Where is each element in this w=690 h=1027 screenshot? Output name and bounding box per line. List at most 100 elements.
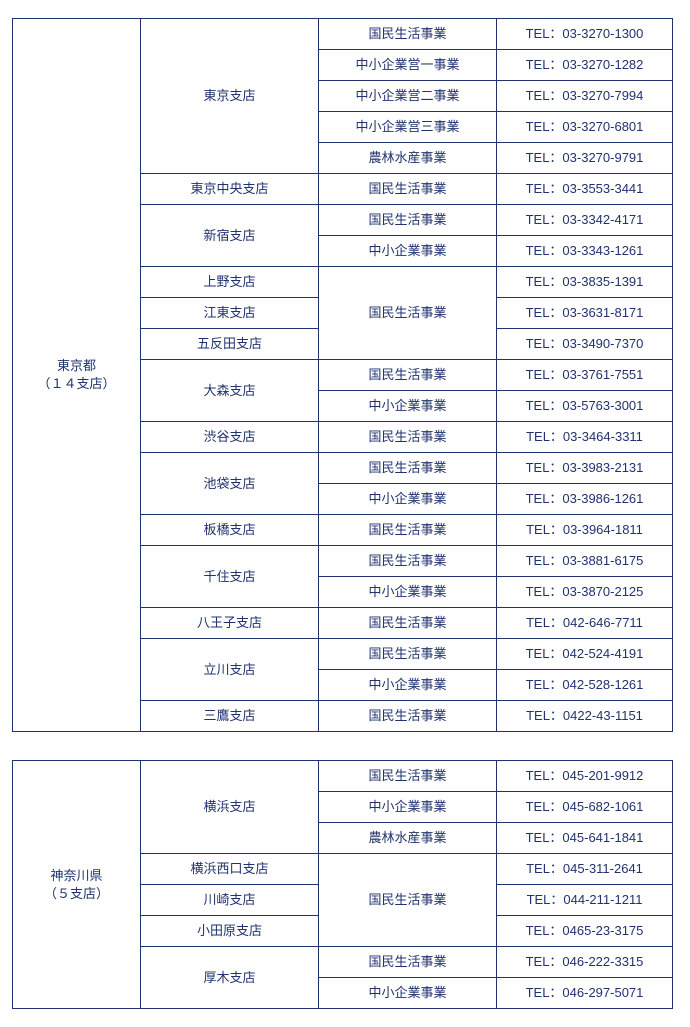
business-cell: 国民生活事業 bbox=[319, 19, 497, 50]
branch-name: 横浜支店 bbox=[203, 799, 255, 814]
business-cell: 国民生活事業 bbox=[319, 453, 497, 484]
tel-cell: TEL：03-3631-8171 bbox=[497, 298, 673, 329]
tel-number: TEL：0422-43-1151 bbox=[526, 708, 643, 723]
tel-number: TEL：03-3881-6175 bbox=[526, 553, 644, 568]
tel-number: TEL：042-646-7711 bbox=[526, 615, 643, 630]
branch-cell: 池袋支店 bbox=[141, 453, 319, 515]
business-cell: 農林水産事業 bbox=[319, 143, 497, 174]
branch-name: 池袋支店 bbox=[203, 476, 255, 491]
business-type: 中小企業営一事業 bbox=[355, 57, 459, 72]
business-cell: 国民生活事業 bbox=[319, 608, 497, 639]
branch-name: 五反田支店 bbox=[197, 336, 262, 351]
branch-cell: 横浜支店 bbox=[141, 761, 319, 854]
business-cell: 国民生活事業 bbox=[319, 701, 497, 732]
tel-cell: TEL：03-3270-1300 bbox=[497, 19, 673, 50]
business-type: 国民生活事業 bbox=[368, 615, 446, 630]
branch-cell: 小田原支店 bbox=[141, 916, 319, 947]
business-type: 国民生活事業 bbox=[368, 212, 446, 227]
tel-cell: TEL：03-3835-1391 bbox=[497, 267, 673, 298]
business-type: 国民生活事業 bbox=[368, 768, 446, 783]
tel-cell: TEL：045-682-1061 bbox=[497, 792, 673, 823]
tel-number: TEL：03-3343-1261 bbox=[526, 243, 644, 258]
business-cell: 中小企業営二事業 bbox=[319, 81, 497, 112]
branch-cell: 渋谷支店 bbox=[141, 422, 319, 453]
business-cell: 中小企業事業 bbox=[319, 236, 497, 267]
tel-cell: TEL：03-5763-3001 bbox=[497, 391, 673, 422]
business-type: 国民生活事業 bbox=[368, 429, 446, 444]
tel-number: TEL：03-3270-9791 bbox=[526, 150, 644, 165]
tel-cell: TEL：045-641-1841 bbox=[497, 823, 673, 854]
region-line: 東京都 bbox=[57, 358, 96, 373]
tel-number: TEL：03-3835-1391 bbox=[526, 274, 644, 289]
branch-name: 立川支店 bbox=[203, 662, 255, 677]
business-type: 中小企業事業 bbox=[368, 584, 446, 599]
business-cell: 国民生活事業 bbox=[319, 205, 497, 236]
business-type: 国民生活事業 bbox=[368, 460, 446, 475]
tel-number: TEL：03-3270-1300 bbox=[526, 26, 644, 41]
business-type: 農林水産事業 bbox=[368, 830, 446, 845]
business-cell: 中小企業事業 bbox=[319, 978, 497, 1009]
tel-number: TEL：045-201-9912 bbox=[526, 768, 644, 783]
tel-cell: TEL：03-3983-2131 bbox=[497, 453, 673, 484]
tel-cell: TEL：03-3964-1811 bbox=[497, 515, 673, 546]
business-type: 中小企業事業 bbox=[368, 799, 446, 814]
branch-cell: 上野支店 bbox=[141, 267, 319, 298]
business-type: 国民生活事業 bbox=[368, 26, 446, 41]
branch-name: 三鷹支店 bbox=[203, 708, 255, 723]
tel-number: TEL：03-3761-7551 bbox=[526, 367, 644, 382]
business-type: 国民生活事業 bbox=[368, 708, 446, 723]
tel-cell: TEL：03-3761-7551 bbox=[497, 360, 673, 391]
tel-number: TEL：044-211-1211 bbox=[527, 892, 643, 907]
tel-cell: TEL：044-211-1211 bbox=[497, 885, 673, 916]
tel-cell: TEL：03-3270-1282 bbox=[497, 50, 673, 81]
tel-cell: TEL：03-3270-9791 bbox=[497, 143, 673, 174]
branch-name: 東京支店 bbox=[203, 88, 255, 103]
tel-number: TEL：045-311-2641 bbox=[526, 861, 643, 876]
business-cell: 中小企業事業 bbox=[319, 792, 497, 823]
business-cell: 中小企業営一事業 bbox=[319, 50, 497, 81]
tel-number: TEL：03-3270-7994 bbox=[526, 88, 644, 103]
tel-number: TEL：045-641-1841 bbox=[526, 830, 644, 845]
branch-cell: 板橋支店 bbox=[141, 515, 319, 546]
business-cell: 国民生活事業 bbox=[319, 639, 497, 670]
business-type: 国民生活事業 bbox=[368, 181, 446, 196]
tel-cell: TEL：03-3342-4171 bbox=[497, 205, 673, 236]
branch-name: 千住支店 bbox=[203, 569, 255, 584]
business-cell: 国民生活事業 bbox=[319, 947, 497, 978]
table-row: 神奈川県（５支店）横浜支店国民生活事業TEL：045-201-9912 bbox=[13, 761, 673, 792]
business-cell: 国民生活事業 bbox=[319, 546, 497, 577]
business-type: 農林水産事業 bbox=[368, 150, 446, 165]
branch-name: 江東支店 bbox=[203, 305, 255, 320]
tel-number: TEL：03-3983-2131 bbox=[526, 460, 644, 475]
tel-number: TEL：03-3270-6801 bbox=[526, 119, 644, 134]
business-cell: 中小企業営三事業 bbox=[319, 112, 497, 143]
table-row: 東京都（１４支店）東京支店国民生活事業TEL：03-3270-1300 bbox=[13, 19, 673, 50]
tel-number: TEL：03-3490-7370 bbox=[526, 336, 644, 351]
business-type: 国民生活事業 bbox=[368, 367, 446, 382]
business-cell: 中小企業事業 bbox=[319, 484, 497, 515]
branch-name: 小田原支店 bbox=[197, 923, 262, 938]
region-cell: 東京都（１４支店） bbox=[13, 19, 141, 732]
branch-cell: 千住支店 bbox=[141, 546, 319, 608]
tel-number: TEL：042-524-4191 bbox=[526, 646, 644, 661]
branch-name: 大森支店 bbox=[203, 383, 255, 398]
business-type: 国民生活事業 bbox=[368, 646, 446, 661]
branch-cell: 五反田支店 bbox=[141, 329, 319, 360]
tel-cell: TEL：0422-43-1151 bbox=[497, 701, 673, 732]
tel-cell: TEL：03-3464-3311 bbox=[497, 422, 673, 453]
branch-name: 川崎支店 bbox=[203, 892, 255, 907]
branch-name: 東京中央支店 bbox=[190, 181, 268, 196]
tel-number: TEL：042-528-1261 bbox=[526, 677, 644, 692]
business-type: 中小企業営三事業 bbox=[355, 119, 459, 134]
business-cell: 国民生活事業 bbox=[319, 360, 497, 391]
business-type: 中小企業事業 bbox=[368, 243, 446, 258]
branch-cell: 東京中央支店 bbox=[141, 174, 319, 205]
branch-name: 上野支店 bbox=[203, 274, 255, 289]
branch-name: 八王子支店 bbox=[197, 615, 262, 630]
business-cell: 中小企業事業 bbox=[319, 670, 497, 701]
tel-cell: TEL：042-528-1261 bbox=[497, 670, 673, 701]
tel-cell: TEL：045-311-2641 bbox=[497, 854, 673, 885]
tel-number: TEL：03-5763-3001 bbox=[526, 398, 644, 413]
tel-cell: TEL：042-646-7711 bbox=[497, 608, 673, 639]
tel-cell: TEL：03-3343-1261 bbox=[497, 236, 673, 267]
